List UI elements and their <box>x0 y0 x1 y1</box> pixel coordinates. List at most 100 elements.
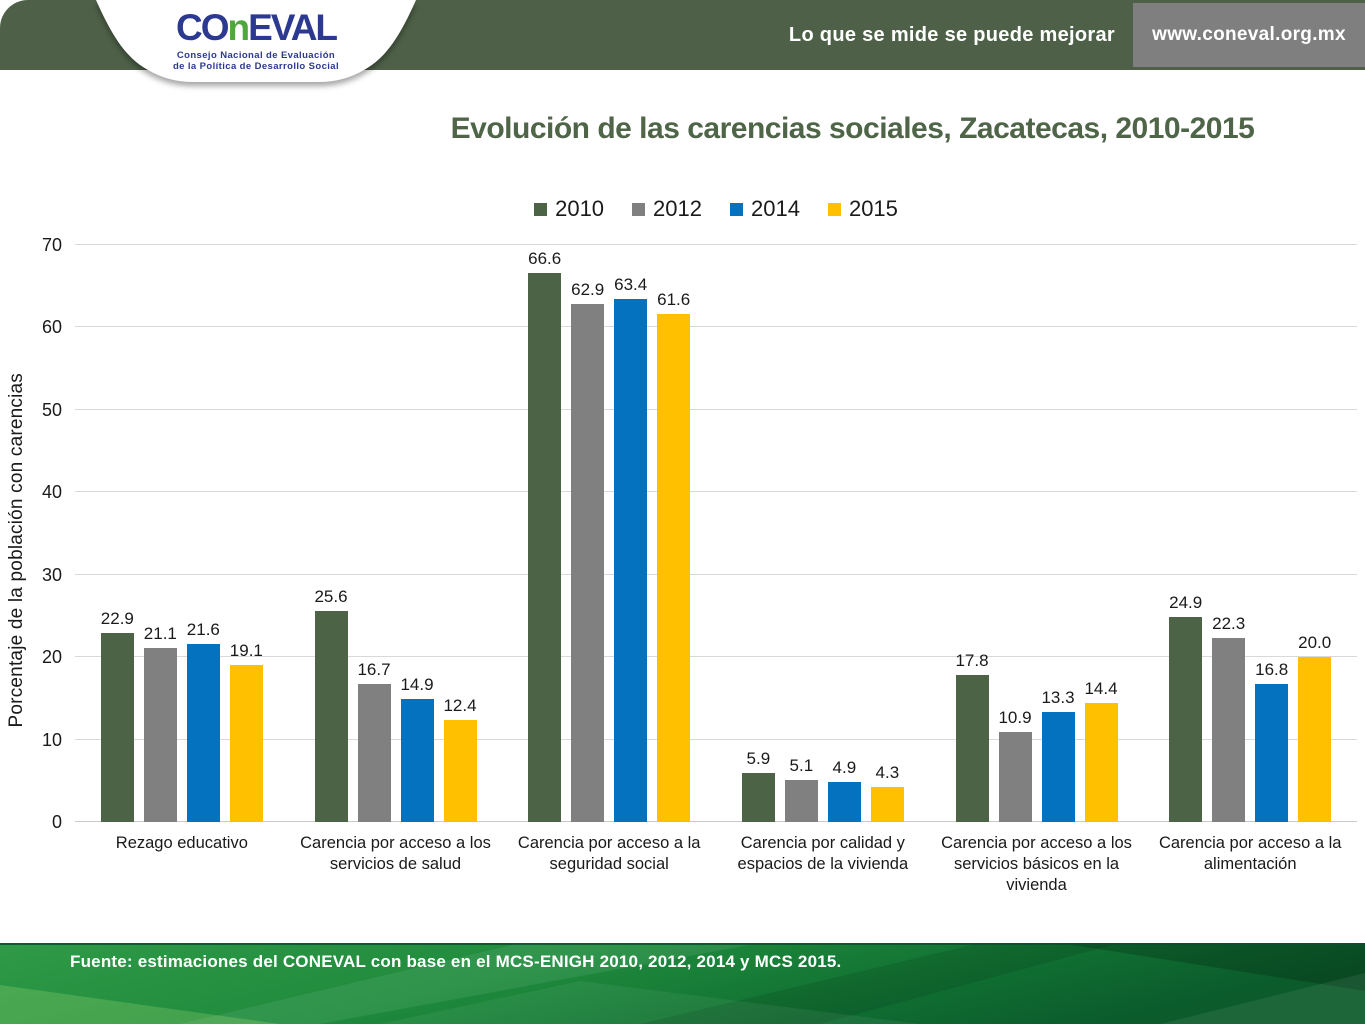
footer-band: Fuente: estimaciones del CONEVAL con bas… <box>0 943 1365 1024</box>
bar-value-2014-cat6: 16.8 <box>1255 659 1289 679</box>
bar-group-5: 17.8 10.9 13.3 14.4 <box>930 245 1144 822</box>
y-tick-20: 20 <box>41 647 62 668</box>
bar-value-2012-cat3: 62.9 <box>571 279 605 299</box>
bar-value-2014-cat1: 21.6 <box>186 619 220 639</box>
y-tick-40: 40 <box>41 482 62 503</box>
gridline-60 <box>75 326 1357 328</box>
bar-group-6: 24.9 22.3 16.8 20.0 <box>1143 245 1357 822</box>
bar-value-2010-cat2: 25.6 <box>314 586 348 606</box>
bar-2010-cat1: 22.9 <box>101 609 134 822</box>
legend-label-2015: 2015 <box>848 196 898 221</box>
page-title: Evolución de las carencias sociales, Zac… <box>450 112 1255 145</box>
category-label-4: Carencia por calidad y espacios de la vi… <box>737 834 909 873</box>
bar-2014-cat5: 13.3 <box>1041 688 1075 822</box>
gridline-50 <box>75 408 1357 410</box>
bar-value-2012-cat2: 16.7 <box>357 660 391 680</box>
bar-2014-cat2: 14.9 <box>400 675 434 822</box>
bar-value-2010-cat6: 24.9 <box>1169 592 1203 612</box>
bar-value-2010-cat1: 22.9 <box>100 609 134 629</box>
bar-value-2014-cat2: 14.9 <box>400 675 434 695</box>
bar-value-2014-cat3: 63.4 <box>614 275 648 295</box>
bar-2014-cat1: 21.6 <box>187 620 220 822</box>
category-label-5: Carencia por acceso a los servicios bási… <box>941 834 1132 894</box>
bar-value-2010-cat3: 66.6 <box>528 249 562 269</box>
legend-swatch-2014 <box>730 202 743 216</box>
bar-2014-cat4: 4.9 <box>827 758 861 822</box>
chart-legend: 2010 2012 2014 2015 <box>75 194 1357 224</box>
bar-2012-cat2: 16.7 <box>357 660 391 822</box>
bar-2014-cat3: 63.4 <box>614 275 647 822</box>
legend-item-2014: 2014 <box>730 196 800 222</box>
legend-label-2012: 2012 <box>653 196 702 221</box>
logo-subtitle: Consejo Nacional de Evaluación de la Pol… <box>96 50 416 72</box>
bar-value-2015-cat1: 19.1 <box>229 640 263 660</box>
logo-subtitle-line2: de la Política de Desarrollo Social <box>172 61 340 72</box>
y-axis-ticks: 0 10 20 30 40 50 60 70 <box>0 236 75 831</box>
bar-value-2015-cat5: 14.4 <box>1084 679 1118 699</box>
legend-swatch-2010 <box>534 202 548 216</box>
bar-groups: 22.9 21.1 21.6 19.1 25.6 16.7 14.9 12.4 66.6 62.9… <box>75 245 1357 822</box>
bar-2012-cat3: 62.9 <box>571 280 604 822</box>
coneval-logo: COnEVAL Consejo Nacional de Evaluación d… <box>96 0 416 100</box>
logo-badge-shape <box>96 0 416 82</box>
legend-swatch-2012 <box>632 202 646 216</box>
legend-item-2015: 2015 <box>827 196 898 222</box>
y-tick-50: 50 <box>41 399 62 420</box>
bar-value-2012-cat4: 5.1 <box>789 755 814 775</box>
logo-subtitle-line1: Consejo Nacional de Evaluación <box>176 50 336 61</box>
gridline-10 <box>75 738 1357 740</box>
logo-wordmark-co: CO <box>175 7 229 48</box>
bar-group-3: 66.6 62.9 63.4 61.6 <box>502 245 716 822</box>
gridline-40 <box>75 491 1357 493</box>
bar-2012-cat1: 21.1 <box>144 624 177 822</box>
y-tick-30: 30 <box>41 564 62 585</box>
logo-text-block: COnEVAL Consejo Nacional de Evaluación d… <box>96 9 416 72</box>
bar-2015-cat3: 61.6 <box>657 290 690 822</box>
logo-wordmark: COnEVAL <box>96 9 416 46</box>
bar-value-2014-cat4: 4.9 <box>832 757 857 777</box>
bar-2015-cat4: 4.3 <box>870 763 904 822</box>
bar-group-4: 5.9 5.1 4.9 4.3 <box>716 245 930 822</box>
bar-2015-cat2: 12.4 <box>443 696 477 822</box>
footer-art <box>0 943 1365 1024</box>
bar-2014-cat6: 16.8 <box>1255 660 1288 822</box>
logo-wordmark-n: n <box>227 7 250 48</box>
legend-item-2010: 2010 <box>534 196 604 222</box>
bar-2010-cat6: 24.9 <box>1169 593 1202 822</box>
bar-2015-cat1: 19.1 <box>230 641 263 822</box>
bar-2010-cat3: 66.6 <box>528 249 561 822</box>
bar-value-2012-cat1: 21.1 <box>143 624 177 644</box>
y-tick-60: 60 <box>41 317 62 338</box>
bar-2010-cat4: 5.9 <box>741 749 775 822</box>
bar-group-1: 22.9 21.1 21.6 19.1 <box>75 245 289 822</box>
y-tick-10: 10 <box>41 729 62 750</box>
bar-2015-cat6: 20.0 <box>1298 633 1331 822</box>
legend-label-2014: 2014 <box>751 196 800 221</box>
category-label-2: Carencia por acceso a los servicios de s… <box>300 834 491 873</box>
bar-2012-cat5: 10.9 <box>998 708 1032 822</box>
bar-2012-cat4: 5.1 <box>784 756 818 822</box>
bar-value-2015-cat3: 61.6 <box>657 290 691 310</box>
bar-value-2010-cat4: 5.9 <box>746 749 771 769</box>
legend-swatch-2015 <box>827 202 841 216</box>
bar-value-2012-cat6: 22.3 <box>1212 614 1246 634</box>
bar-2015-cat5: 14.4 <box>1084 679 1118 822</box>
bar-2010-cat5: 17.8 <box>955 651 989 822</box>
bar-group-2: 25.6 16.7 14.9 12.4 <box>289 245 503 822</box>
y-tick-70: 70 <box>41 235 62 255</box>
bar-value-2015-cat2: 12.4 <box>443 695 477 715</box>
header-tagline: Lo que se mide se puede mejorar <box>788 23 1115 46</box>
website-url-box: www.coneval.org.mx <box>1133 3 1365 67</box>
bar-value-2015-cat4: 4.3 <box>875 762 900 782</box>
gridline-20 <box>75 656 1357 658</box>
bar-value-2014-cat5: 13.3 <box>1041 688 1075 708</box>
category-label-3: Carencia por acceso a la seguridad socia… <box>517 834 701 873</box>
category-label-1: Rezago educativo <box>115 834 248 852</box>
x-axis-category-labels: Rezago educativo Carencia por acceso a lo… <box>75 833 1357 896</box>
bar-2012-cat6: 22.3 <box>1212 614 1245 822</box>
source-note: Fuente: estimaciones del CONEVAL con bas… <box>70 952 842 971</box>
bar-value-2010-cat5: 17.8 <box>955 651 989 671</box>
logo-wordmark-eval: EVAL <box>248 7 338 48</box>
legend-label-2010: 2010 <box>555 196 605 221</box>
